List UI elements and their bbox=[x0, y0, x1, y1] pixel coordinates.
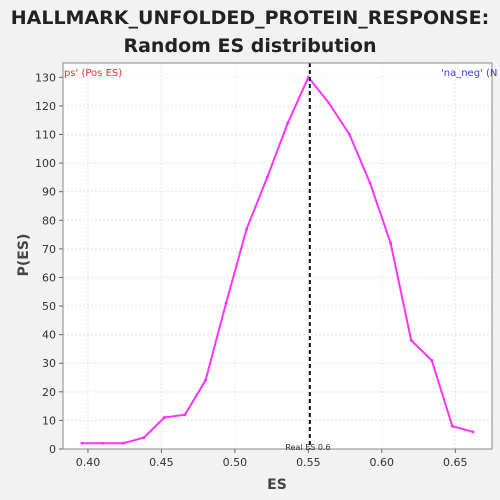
x-tick-label: 0.65 bbox=[443, 456, 468, 469]
data-point bbox=[286, 121, 290, 125]
data-point bbox=[245, 227, 249, 231]
y-tick-label: 110 bbox=[35, 128, 56, 141]
reference-line-label: Real ES 0.6 bbox=[285, 443, 330, 452]
y-tick-label: 50 bbox=[42, 300, 56, 313]
x-tick-label: 0.55 bbox=[296, 456, 321, 469]
data-point bbox=[142, 436, 146, 440]
plot-background bbox=[63, 63, 492, 449]
series-layer bbox=[80, 75, 475, 445]
y-tick-label: 80 bbox=[42, 214, 56, 227]
data-point bbox=[430, 358, 434, 362]
data-point bbox=[162, 416, 166, 420]
y-tick-label: 90 bbox=[42, 186, 56, 199]
chart-subtitle: Random ES distribution bbox=[123, 35, 377, 57]
y-tick-label: 20 bbox=[42, 386, 56, 399]
x-tick-label: 0.40 bbox=[76, 456, 101, 469]
series-line bbox=[82, 75, 474, 445]
y-tick-label: 130 bbox=[35, 71, 56, 84]
y-tick-label: 0 bbox=[49, 443, 56, 456]
chart-title-line1: HALLMARK_UNFOLDED_PROTEIN_RESPONSE: bbox=[10, 7, 490, 29]
annotation-pos-es: ps' (Pos ES) bbox=[64, 68, 122, 79]
frame-layer bbox=[62, 62, 493, 450]
data-point bbox=[409, 338, 413, 342]
data-point bbox=[450, 424, 454, 428]
data-point bbox=[224, 301, 228, 305]
y-tick-label: 60 bbox=[42, 271, 56, 284]
x-tick-label: 0.60 bbox=[370, 456, 395, 469]
data-point bbox=[368, 181, 372, 185]
x-tick-label: 0.50 bbox=[223, 456, 248, 469]
data-point bbox=[389, 241, 393, 245]
x-tick-label: 0.45 bbox=[149, 456, 174, 469]
y-axis-label: P(ES) bbox=[16, 234, 32, 277]
data-point bbox=[80, 441, 84, 445]
annotation-na-neg: 'na_neg' (N bbox=[441, 68, 497, 79]
tick-layer: 0.40 0.45 0.50 0.55 0.60 0.65 0 10 20 30 40 50 60 70 8… bbox=[35, 71, 468, 469]
y-tick-label: 120 bbox=[35, 100, 56, 113]
y-tick-label: 10 bbox=[42, 414, 56, 427]
x-axis-label: ES bbox=[267, 477, 287, 493]
data-point bbox=[471, 430, 475, 434]
data-point bbox=[265, 175, 269, 179]
chart-title: HALLMARK_UNFOLDED_PROTEIN_RESPONSE: Rand… bbox=[0, 4, 500, 60]
data-point bbox=[183, 413, 187, 417]
grid-layer bbox=[63, 63, 492, 450]
data-point bbox=[327, 101, 331, 105]
y-tick-label: 40 bbox=[42, 329, 56, 342]
data-point bbox=[347, 132, 351, 136]
y-tick-label: 100 bbox=[35, 157, 56, 170]
y-tick-label: 30 bbox=[42, 357, 56, 370]
data-point bbox=[204, 378, 208, 382]
data-point bbox=[121, 441, 125, 445]
y-tick-label: 70 bbox=[42, 243, 56, 256]
plot-frame bbox=[62, 62, 493, 450]
data-point bbox=[101, 441, 105, 445]
